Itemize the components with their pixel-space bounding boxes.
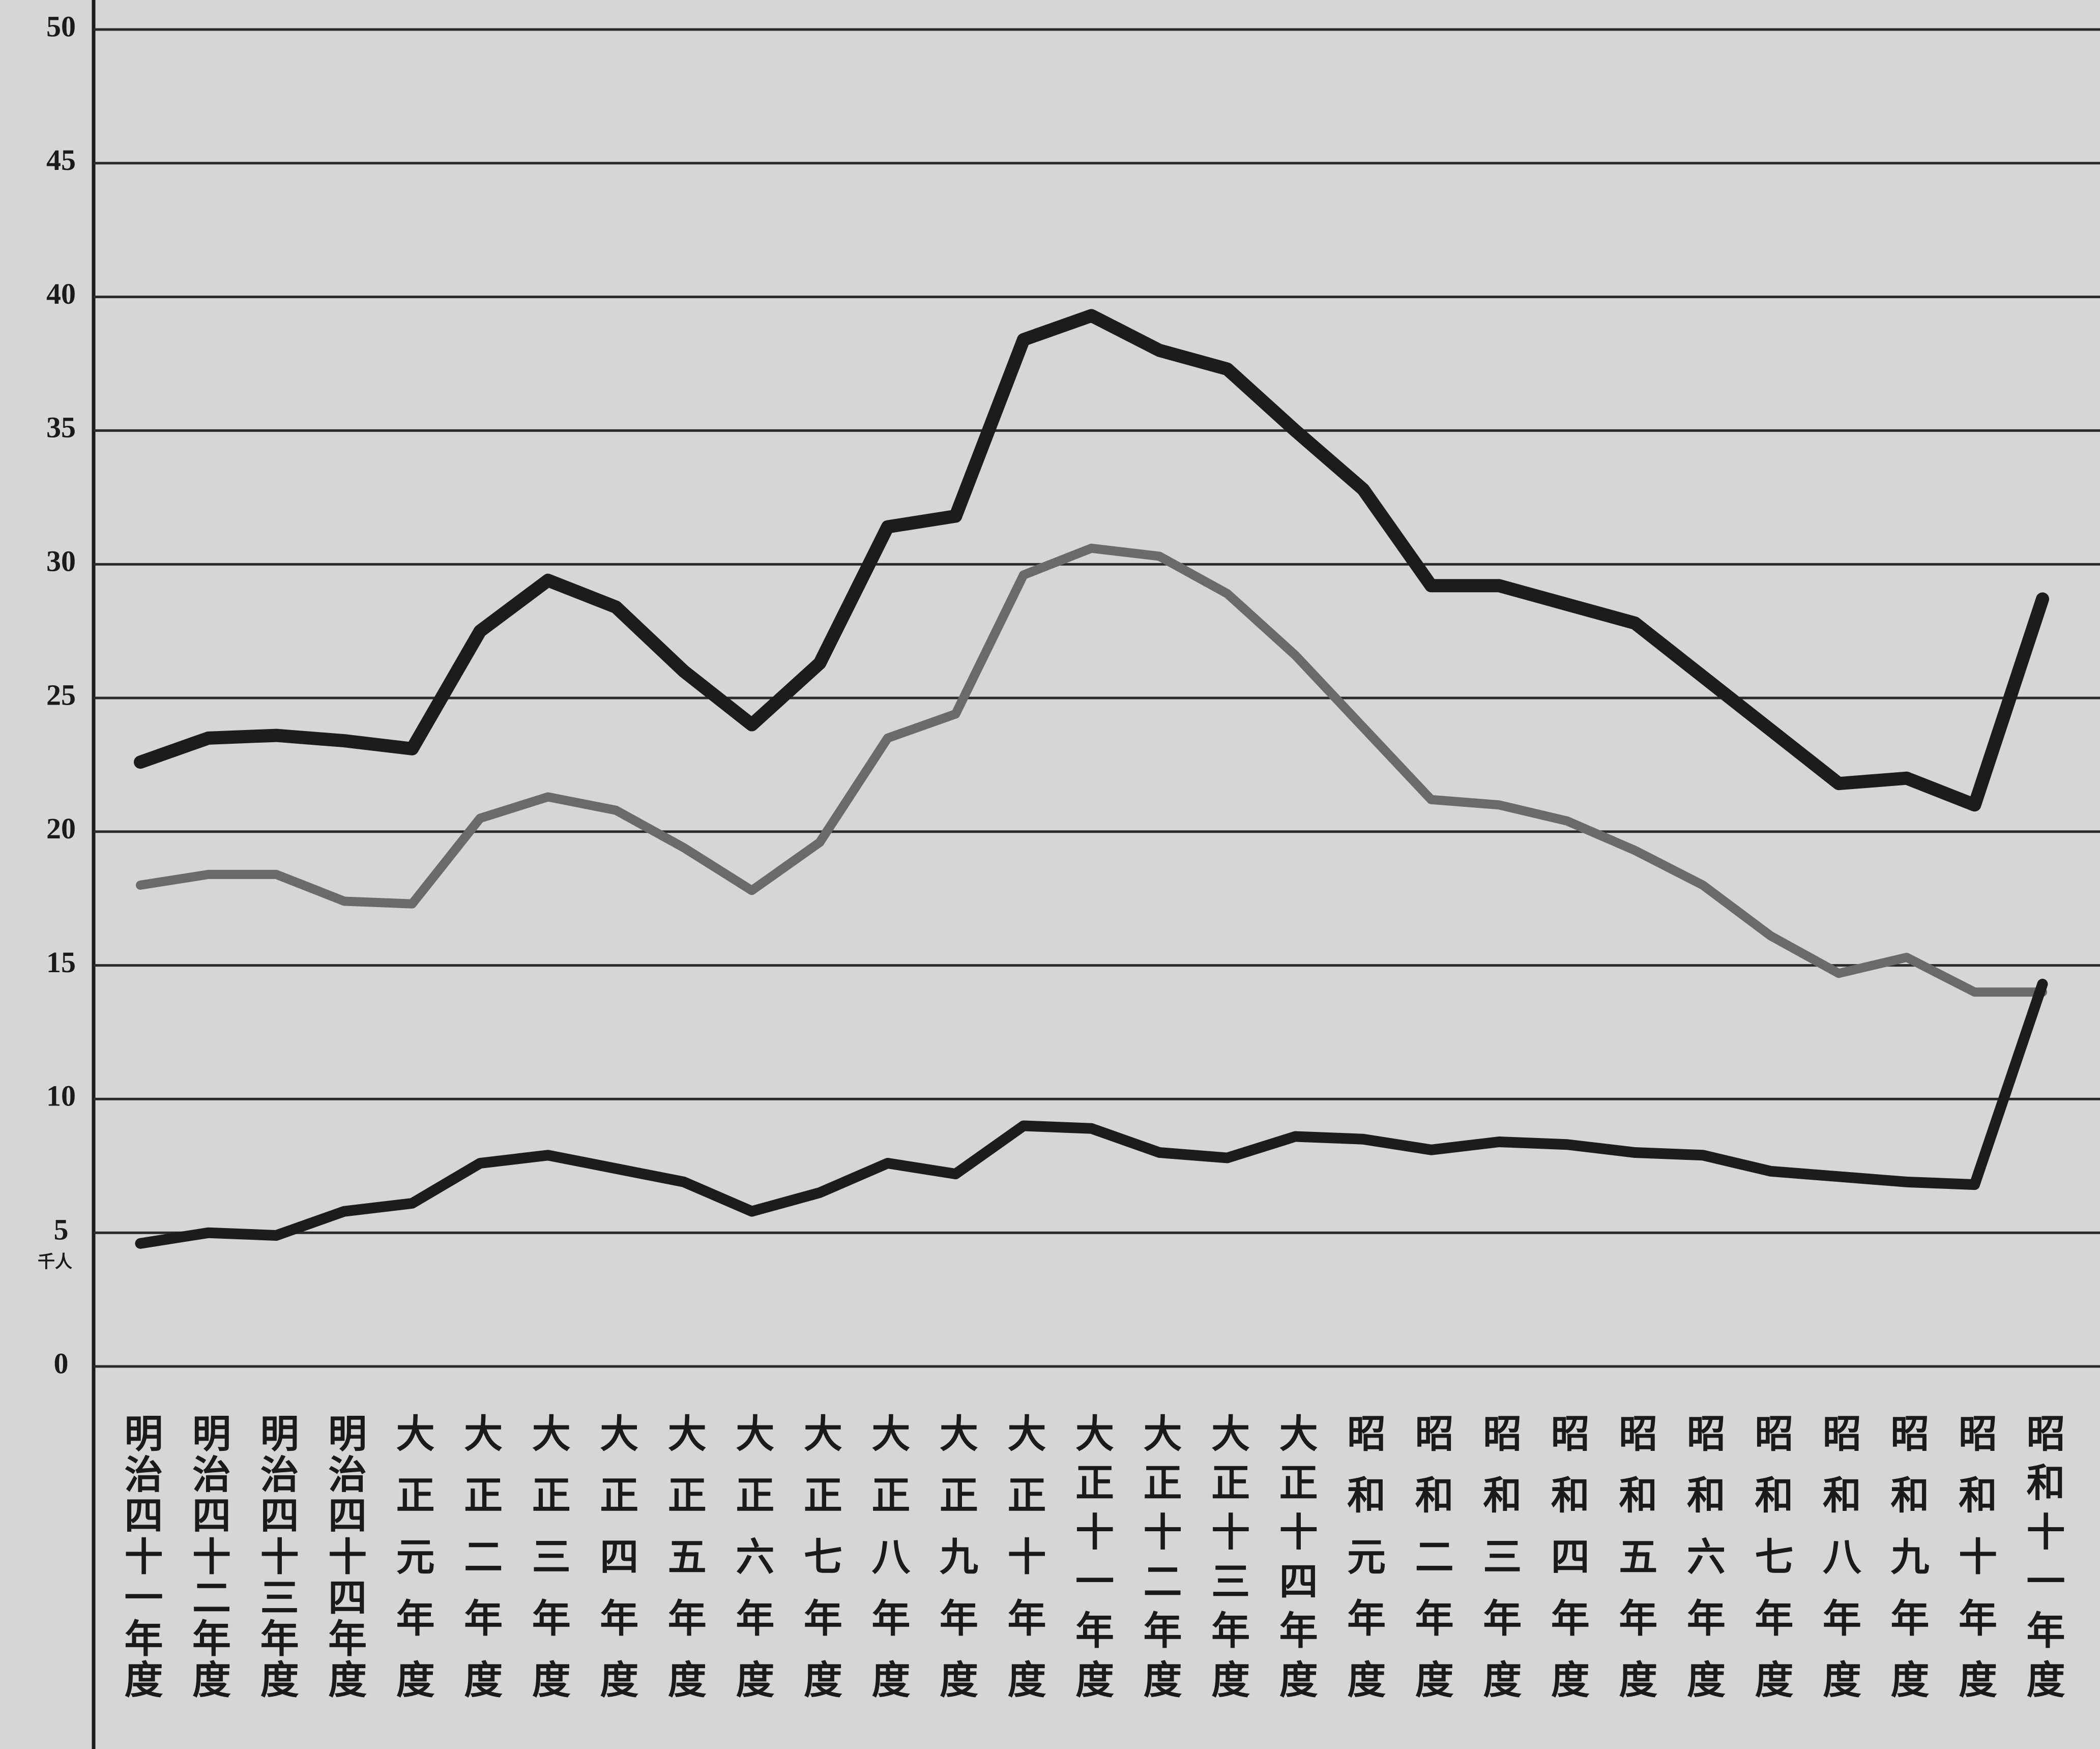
x-tick-label: 大正二年度: [457, 1413, 503, 1698]
data-line: [136, 543, 2047, 997]
x-tick-label: 大正元年度: [390, 1413, 435, 1698]
x-tick-label: 大正十年度: [1001, 1413, 1046, 1698]
y-tick-label: 15: [46, 946, 76, 979]
x-tick-label: 昭和四年度: [1544, 1413, 1590, 1698]
x-tick-label: 大正十一年度: [1069, 1413, 1114, 1698]
x-tick-label: 大正四年度: [593, 1413, 638, 1698]
data-line: [135, 978, 2048, 1249]
y-tick-label: 20: [46, 812, 76, 845]
y-unit: 千人: [38, 1252, 72, 1272]
x-tick-label: 大正十二年度: [1137, 1413, 1182, 1698]
x-tick-label: 昭和元年度: [1340, 1413, 1386, 1698]
y-tick-label: 0: [54, 1347, 69, 1380]
y-tick-label: 35: [46, 411, 76, 444]
x-tick-label: 大正十三年度: [1205, 1413, 1250, 1698]
y-tick-label: 45: [46, 143, 76, 177]
x-tick-label: 大正六年度: [729, 1413, 774, 1698]
x-tick-label: 昭和十年度: [1952, 1413, 1997, 1698]
y-tick-label: 25: [46, 678, 76, 711]
x-tick-label: 明治四十二年度: [186, 1413, 231, 1698]
y-tick-label: 10: [46, 1080, 76, 1113]
x-tick-label: 大正九年度: [933, 1413, 978, 1698]
data-line: [134, 309, 2049, 812]
x-tick-label: 昭和二年度: [1409, 1413, 1454, 1698]
x-tick-label: 大正三年度: [526, 1413, 571, 1698]
x-tick-label: 昭和五年度: [1612, 1413, 1657, 1698]
x-tick-label: 昭和七年度: [1748, 1413, 1793, 1698]
x-tick-label: 昭和六年度: [1680, 1413, 1726, 1698]
y-tick-label: 50: [46, 10, 76, 43]
x-tick-label: 大正十四年度: [1273, 1413, 1318, 1698]
x-tick-label: 昭和三年度: [1476, 1413, 1522, 1698]
x-tick-label: 明治四十三年度: [254, 1413, 299, 1698]
x-tick-label: 昭和九年度: [1884, 1413, 1929, 1698]
x-tick-label: 大正五年度: [661, 1413, 707, 1698]
x-tick-label: 明治四十四年度: [322, 1413, 367, 1698]
y-tick-label: 5: [54, 1213, 69, 1246]
x-tick-label: 大正七年度: [797, 1413, 842, 1698]
x-tick-label: 昭和八年度: [1816, 1413, 1861, 1698]
x-tick-label: 大正八年度: [865, 1413, 910, 1698]
y-tick-label: 40: [46, 277, 76, 310]
y-tick-label: 30: [46, 545, 76, 578]
x-tick-label: 昭和十一年度: [2020, 1413, 2065, 1698]
x-tick-label: 明治四十一年度: [118, 1413, 163, 1698]
